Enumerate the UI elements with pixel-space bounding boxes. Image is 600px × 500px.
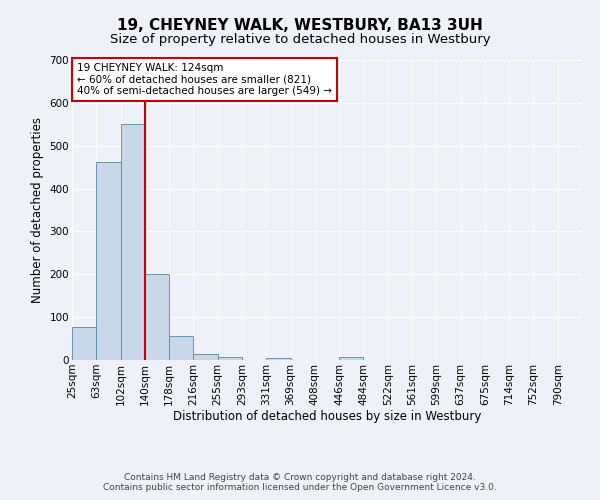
Bar [96,162,121,360]
Text: Size of property relative to detached houses in Westbury: Size of property relative to detached ho… [110,32,490,46]
Bar [72,326,96,360]
Y-axis label: Number of detached properties: Number of detached properties [31,117,44,303]
Bar [218,357,242,360]
Bar [121,124,145,360]
Text: 19, CHEYNEY WALK, WESTBURY, BA13 3UH: 19, CHEYNEY WALK, WESTBURY, BA13 3UH [117,18,483,32]
Bar [193,354,218,360]
Text: Contains HM Land Registry data © Crown copyright and database right 2024.
Contai: Contains HM Land Registry data © Crown c… [103,473,497,492]
Text: 19 CHEYNEY WALK: 124sqm
← 60% of detached houses are smaller (821)
40% of semi-d: 19 CHEYNEY WALK: 124sqm ← 60% of detache… [77,63,332,96]
Bar [169,336,193,360]
Bar [145,274,169,360]
Bar [339,357,364,360]
X-axis label: Distribution of detached houses by size in Westbury: Distribution of detached houses by size … [173,410,481,424]
Bar [266,358,290,360]
